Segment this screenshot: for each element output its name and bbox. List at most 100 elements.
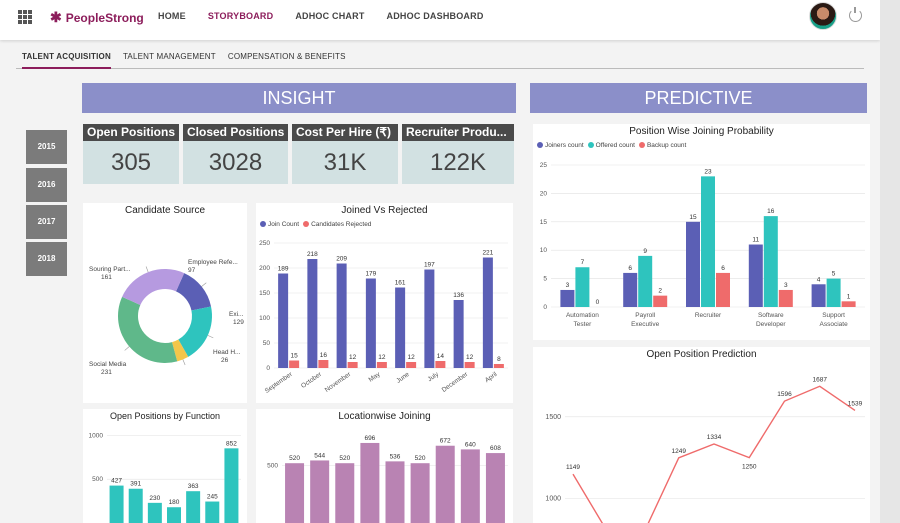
pie-slice bbox=[118, 296, 178, 363]
chart-title: Open Positions by Function bbox=[109, 411, 221, 421]
joined-vs-rejected-chart[interactable]: 0 50 100 150 200 250 189 15 September 218 16 Octobe… bbox=[256, 228, 513, 403]
bar bbox=[460, 449, 480, 523]
nav-adhoc-dashboard[interactable]: ADHOC DASHBOARD bbox=[386, 11, 484, 21]
avatar[interactable] bbox=[809, 2, 837, 30]
legend-label: Join Count bbox=[268, 221, 300, 228]
chart-legend: Join Count Candidates Rejected bbox=[256, 221, 513, 228]
bar bbox=[376, 362, 387, 368]
data-label: 520 bbox=[339, 455, 350, 462]
data-label: 9 bbox=[643, 248, 647, 255]
tab-talent-management[interactable]: TALENT MANAGEMENT bbox=[122, 52, 216, 61]
data-label: 1334 bbox=[707, 434, 722, 441]
year-2016[interactable]: 2016 bbox=[26, 168, 67, 202]
year-2015[interactable]: 2015 bbox=[26, 130, 67, 164]
predictive-header: PREDICTIVE bbox=[530, 83, 867, 113]
kpi-value: 3028 bbox=[208, 149, 263, 176]
bar bbox=[347, 362, 358, 368]
x-tick-label: June bbox=[395, 371, 411, 385]
legend-label: Joiners count bbox=[545, 142, 584, 149]
leader-line bbox=[145, 266, 149, 273]
bar bbox=[826, 278, 841, 307]
data-label: 427 bbox=[111, 478, 122, 485]
bar bbox=[307, 259, 318, 368]
x-tick-label: Software bbox=[758, 312, 784, 319]
data-label: 1149 bbox=[566, 464, 580, 471]
kpi-title: Cost Per Hire (₹) bbox=[292, 124, 398, 141]
candidate-source-chart[interactable]: Employee Refe...97 Exi...129 Head H...26 So… bbox=[83, 216, 247, 401]
pie-slice bbox=[172, 339, 189, 362]
tab-talent-acquisition[interactable]: TALENT ACQUISITION bbox=[22, 49, 111, 69]
insight-header: INSIGHT bbox=[82, 83, 516, 113]
open-position-prediction-chart[interactable]: 1000150011497887861249133412501596168715… bbox=[533, 361, 870, 523]
brand-logo[interactable]: ✱ PeopleStrong bbox=[50, 9, 144, 26]
nav-home[interactable]: HOME bbox=[158, 11, 186, 21]
data-label: 1687 bbox=[813, 376, 828, 383]
data-label: 0 bbox=[596, 299, 600, 306]
data-label: 7 bbox=[581, 259, 585, 266]
kpi-open-positions: Open Positions 305 bbox=[83, 124, 179, 184]
x-tick-label: April bbox=[484, 371, 499, 385]
leader-line bbox=[201, 282, 207, 287]
data-label: 16 bbox=[320, 352, 328, 359]
bar bbox=[638, 255, 653, 307]
bar bbox=[623, 272, 638, 307]
power-icon[interactable] bbox=[849, 7, 862, 22]
x-tick-label: Recruiter bbox=[695, 312, 722, 319]
bar bbox=[464, 362, 475, 368]
x-tick-label: Executive bbox=[631, 321, 660, 328]
data-label: 1250 bbox=[742, 464, 757, 471]
data-label: 672 bbox=[440, 438, 451, 445]
chart-title: Position Wise Joining Probability bbox=[629, 126, 774, 137]
data-label: 12 bbox=[408, 354, 416, 361]
y-tick-label: 50 bbox=[263, 340, 271, 347]
app-grid-icon[interactable] bbox=[18, 10, 32, 24]
nav-adhoc-chart[interactable]: ADHOC CHART bbox=[295, 11, 365, 21]
bar bbox=[841, 301, 856, 307]
slice-label: Souring Part... bbox=[89, 266, 131, 273]
data-label: 2 bbox=[658, 288, 662, 295]
data-label: 11 bbox=[752, 237, 759, 244]
brand-name: PeopleStrong bbox=[65, 10, 144, 25]
data-label: 6 bbox=[628, 265, 632, 272]
kpi-value: 122K bbox=[429, 149, 487, 176]
data-label: 197 bbox=[424, 262, 435, 269]
y-tick-label: 10 bbox=[540, 247, 548, 254]
joined-vs-rejected-card: Joined Vs Rejected Join Count Candidates … bbox=[256, 203, 513, 403]
y-tick-label: 20 bbox=[540, 190, 548, 197]
open-positions-function-chart[interactable]: 5001000427...ong391...ial230...180...PO3… bbox=[83, 421, 247, 523]
x-tick-label: July bbox=[427, 370, 441, 383]
x-tick-label: May bbox=[367, 370, 382, 383]
y-tick-label: 500 bbox=[92, 476, 103, 483]
nav-storyboard[interactable]: STORYBOARD bbox=[207, 11, 274, 21]
data-label: 1539 bbox=[848, 400, 863, 407]
open-position-prediction-card: Open Position Prediction 100015001149788… bbox=[533, 347, 870, 523]
data-label: 209 bbox=[336, 256, 347, 263]
tab-compensation-benefits[interactable]: COMPENSATION & BENEFITS bbox=[227, 52, 346, 61]
data-label: 6 bbox=[721, 265, 725, 272]
year-2017[interactable]: 2017 bbox=[26, 205, 67, 239]
bar bbox=[318, 360, 329, 368]
bar bbox=[336, 263, 347, 368]
data-label: 520 bbox=[415, 455, 426, 462]
leader-line bbox=[124, 346, 130, 351]
joining-probability-chart[interactable]: 0510152025370AutomationTester692PayrollE… bbox=[533, 150, 870, 340]
data-label: 12 bbox=[349, 354, 357, 361]
data-label: 1 bbox=[847, 293, 851, 300]
bar bbox=[278, 273, 289, 368]
kpi-title: Closed Positions bbox=[183, 124, 288, 141]
locationwise-joining-chart[interactable]: 500520...galore544...nnai520Delhi696...g… bbox=[256, 421, 513, 523]
x-tick-label: Tester bbox=[574, 321, 593, 328]
pie-slice bbox=[122, 269, 185, 305]
data-label: 5 bbox=[832, 271, 836, 278]
data-label: 640 bbox=[465, 441, 476, 448]
bar bbox=[716, 272, 730, 307]
y-tick-label: 100 bbox=[259, 315, 270, 322]
y-tick-label: 500 bbox=[267, 463, 278, 470]
y-tick-label: 200 bbox=[259, 265, 270, 272]
year-2018[interactable]: 2018 bbox=[26, 242, 67, 276]
logo-icon: ✱ bbox=[50, 9, 62, 25]
bar bbox=[410, 463, 430, 523]
bar bbox=[310, 460, 330, 523]
scrollbar[interactable] bbox=[880, 0, 900, 523]
chart-title: Open Position Prediction bbox=[646, 349, 757, 360]
